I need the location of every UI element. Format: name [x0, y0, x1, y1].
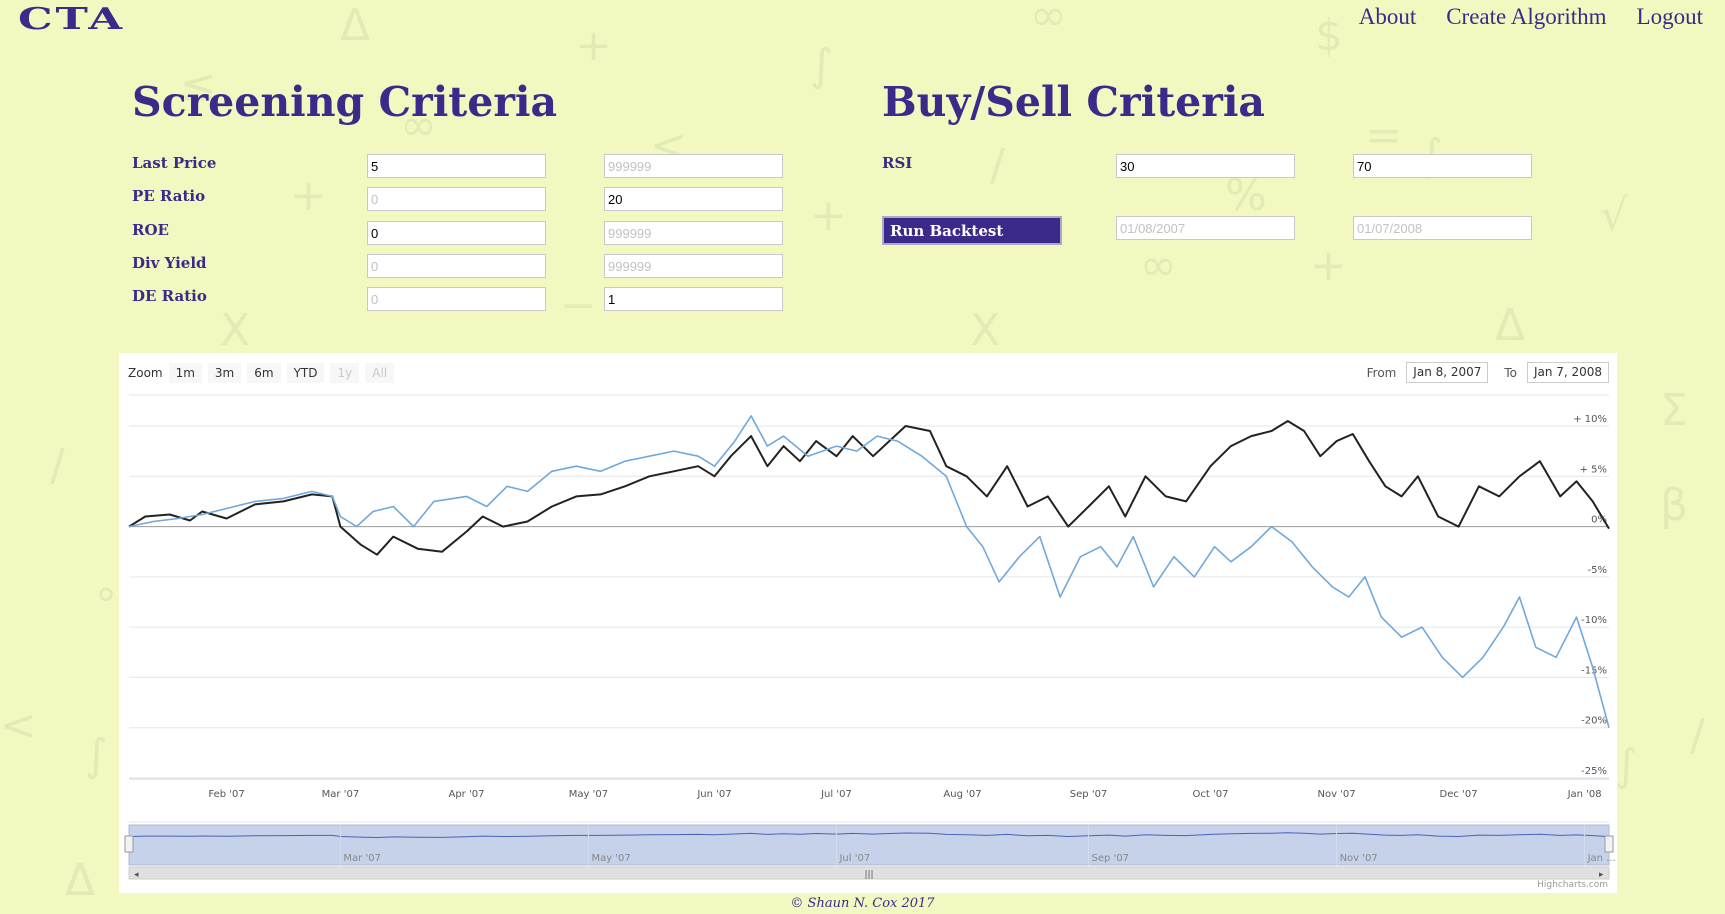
x-tick-label: Sep '07	[1070, 789, 1108, 800]
from-date-input[interactable]: Jan 8, 2007	[1406, 362, 1489, 383]
footer-copyright: © Shaun N. Cox 2017	[790, 896, 935, 911]
navigator-label: Mar '07	[343, 853, 381, 864]
chart-y-axis: + 10%+ 5%0%-5%-10%-15%-20%-25%	[1573, 414, 1607, 777]
highcharts-credit[interactable]: Highcharts.com	[1537, 880, 1608, 890]
x-tick-label: Jul '07	[820, 789, 852, 800]
zoom-ytd-button[interactable]: YTD	[286, 363, 325, 383]
scrollbar-right-arrow-icon[interactable]: ▸	[1599, 870, 1604, 880]
rsi-label: RSI	[882, 154, 913, 172]
backtest-line-chart: + 10%+ 5%0%-5%-10%-15%-20%-25% Feb '07 Ma…	[124, 394, 1616, 890]
navigator-series-line	[128, 832, 1610, 839]
pe-ratio-max-input[interactable]	[604, 187, 783, 211]
backtest-chart-panel: Zoom 1m 3m 6m YTD 1y All From Jan 8, 200…	[119, 353, 1617, 893]
series-line-2	[128, 415, 1610, 728]
zoom-6m-button[interactable]: 6m	[247, 363, 281, 383]
navigator-scrollbar[interactable]	[128, 866, 1610, 880]
navigator-label: Jul '07	[838, 853, 870, 864]
x-tick-label: May '07	[569, 789, 608, 800]
start-date-input[interactable]	[1116, 216, 1295, 240]
div-yield-min-input[interactable]	[367, 254, 546, 278]
y-tick-label: -5%	[1588, 565, 1607, 576]
screening-criteria-title: Screening Criteria	[132, 78, 558, 126]
last-price-max-input[interactable]	[604, 154, 783, 178]
zoom-3m-button[interactable]: 3m	[207, 363, 242, 383]
top-nav: About Create Algorithm Logout	[1359, 4, 1703, 30]
x-tick-label: Feb '07	[208, 789, 244, 800]
navigator-left-handle[interactable]	[124, 835, 134, 853]
navigator-label: May '07	[591, 853, 630, 864]
nav-create-algorithm-link[interactable]: Create Algorithm	[1446, 4, 1607, 29]
y-tick-label: 0%	[1591, 515, 1607, 526]
de-ratio-max-input[interactable]	[604, 287, 783, 311]
nav-logout-link[interactable]: Logout	[1636, 4, 1703, 29]
from-label: From	[1366, 365, 1397, 380]
div-yield-label: Div Yield	[132, 254, 207, 272]
x-tick-label: Jun '07	[696, 789, 731, 800]
pe-ratio-min-input[interactable]	[367, 187, 546, 211]
scrollbar-left-arrow-icon[interactable]: ◂	[134, 870, 139, 880]
y-tick-label: + 5%	[1580, 464, 1607, 475]
navigator-right-handle[interactable]	[1604, 835, 1614, 853]
chart-gridlines	[129, 394, 1609, 779]
zoom-1y-button[interactable]: 1y	[330, 363, 360, 383]
y-tick-label: -20%	[1581, 716, 1607, 727]
x-tick-label: Apr '07	[448, 789, 484, 800]
x-tick-label: Jan '08	[1567, 789, 1602, 800]
zoom-1m-button[interactable]: 1m	[168, 363, 202, 383]
to-label: To	[1504, 365, 1517, 380]
pe-ratio-label: PE Ratio	[132, 187, 206, 205]
roe-label: ROE	[132, 221, 169, 239]
y-tick-label: -25%	[1581, 766, 1607, 777]
last-price-label: Last Price	[132, 154, 217, 172]
x-tick-label: Dec '07	[1440, 789, 1478, 800]
navigator-label: Nov '07	[1340, 853, 1378, 864]
y-tick-label: -10%	[1581, 615, 1607, 626]
scrollbar-grip-icon[interactable]: |||	[864, 870, 873, 880]
chart-x-axis: Feb '07 Mar '07 Apr '07 May '07 Jun '07 Jul '…	[129, 778, 1609, 800]
x-tick-label: Nov '07	[1317, 789, 1355, 800]
rsi-low-input[interactable]	[1116, 154, 1295, 178]
x-tick-label: Mar '07	[322, 789, 360, 800]
last-price-min-input[interactable]	[367, 154, 546, 178]
x-tick-label: Oct '07	[1193, 789, 1229, 800]
roe-min-input[interactable]	[367, 221, 546, 245]
y-tick-label: + 10%	[1573, 414, 1607, 425]
app-logo[interactable]: CTA	[18, 2, 126, 37]
navigator-label: Jan ...	[1587, 853, 1616, 864]
end-date-input[interactable]	[1353, 216, 1532, 240]
x-tick-label: Aug '07	[943, 789, 981, 800]
chart-series	[128, 415, 1610, 728]
series-line-1	[128, 420, 1610, 556]
rsi-high-input[interactable]	[1353, 154, 1532, 178]
de-ratio-label: DE Ratio	[132, 287, 207, 305]
run-backtest-button[interactable]: Run Backtest	[882, 216, 1062, 245]
de-ratio-min-input[interactable]	[367, 287, 546, 311]
zoom-label: Zoom	[128, 366, 163, 380]
roe-max-input[interactable]	[604, 221, 783, 245]
zoom-controls: Zoom 1m 3m 6m YTD 1y All	[128, 363, 400, 383]
nav-about-link[interactable]: About	[1358, 4, 1417, 29]
div-yield-max-input[interactable]	[604, 254, 783, 278]
zoom-all-button[interactable]: All	[365, 363, 395, 383]
buy-sell-criteria-title: Buy/Sell Criteria	[882, 78, 1265, 126]
date-range-controls: From Jan 8, 2007 To Jan 7, 2008	[1367, 362, 1609, 383]
chart-navigator: Mar '07 May '07 Jul '07 Sep '07 Nov '07 Jan .…	[124, 821, 1616, 880]
to-date-input[interactable]: Jan 7, 2008	[1527, 362, 1609, 383]
navigator-label: Sep '07	[1092, 853, 1130, 864]
